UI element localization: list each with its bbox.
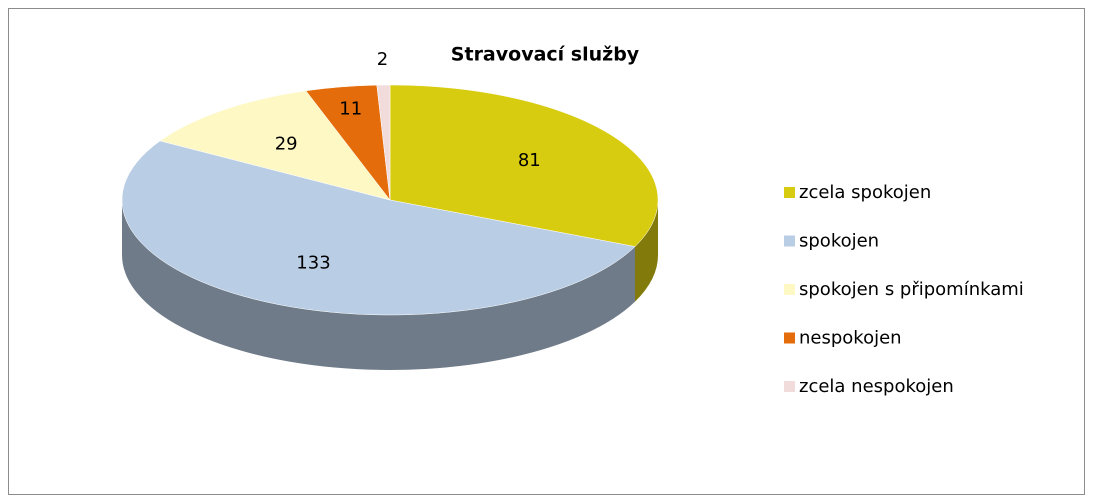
data-label: 29 [275, 133, 298, 154]
data-label: 133 [296, 252, 330, 273]
data-label: 11 [339, 99, 362, 120]
legend-label: nespokojen [799, 328, 902, 349]
legend-swatch [784, 235, 795, 247]
legend-label: spokojen [799, 231, 879, 252]
chart-title: Stravovací služby [451, 44, 640, 66]
data-label: 2 [377, 49, 388, 70]
slice [376, 84, 391, 201]
data-label: 81 [518, 150, 541, 171]
legend-swatch [784, 284, 795, 295]
slice [159, 90, 391, 201]
slice [121, 140, 636, 316]
legend-swatch [784, 332, 795, 344]
slice-side [635, 200, 658, 302]
legend-label: zcela spokojen [799, 182, 931, 203]
legend-swatch [784, 187, 795, 198]
legend-swatch [784, 381, 795, 392]
legend-label: zcela nespokojen [799, 376, 954, 397]
slice [389, 84, 659, 247]
legend-label: spokojen s připomínkami [799, 279, 1024, 300]
slice-side [122, 200, 636, 371]
